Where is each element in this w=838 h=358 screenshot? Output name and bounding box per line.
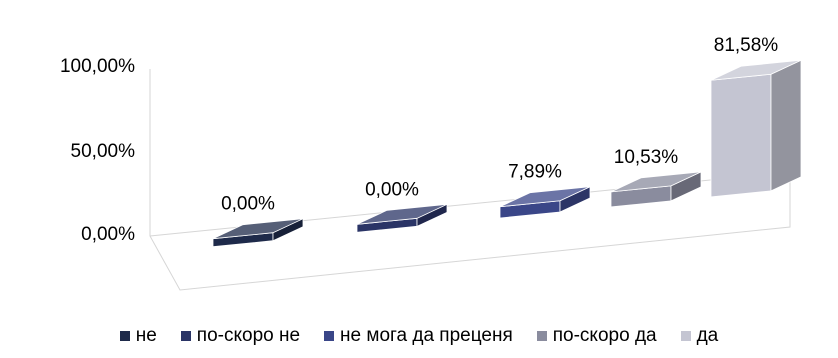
legend-label: да <box>696 325 719 346</box>
data-label: 81,58% <box>714 35 779 56</box>
legend-label: не мога да преценя <box>340 325 513 346</box>
y-tick-label: 100,00% <box>60 56 135 77</box>
data-labels: 0,00% 0,00% 7,89% 10,53% 81,58% <box>221 35 778 214</box>
legend-swatch <box>324 331 335 341</box>
legend-label: по-скоро да <box>552 325 657 346</box>
legend-label: не <box>135 325 157 346</box>
legend-item: не мога да преценя <box>324 325 513 347</box>
bar <box>710 59 802 198</box>
legend-swatch <box>536 331 547 341</box>
bar <box>610 171 702 208</box>
legend-label: по-скоро не <box>196 325 301 346</box>
data-label: 0,00% <box>365 179 419 200</box>
data-label: 0,00% <box>221 194 275 215</box>
legend-item: не <box>119 325 157 347</box>
legend-swatch <box>180 331 191 341</box>
data-label: 10,53% <box>614 147 679 168</box>
chart-area: 0,00% 50,00% 100,00% 0,00% 0,00% 7,89% 10,53%… <box>60 35 802 291</box>
legend-swatch <box>119 331 130 341</box>
data-label: 7,89% <box>508 162 562 183</box>
legend-item: по-скоро не <box>180 325 301 347</box>
legend: не по-скоро не не мога да преценя по-скоро … <box>0 321 838 351</box>
bar <box>499 186 591 219</box>
bars <box>212 59 802 248</box>
legend-swatch <box>680 331 691 341</box>
legend-item: да <box>680 325 719 347</box>
y-tick-labels: 0,00% 50,00% 100,00% <box>60 56 135 245</box>
y-tick-label: 0,00% <box>81 224 135 245</box>
legend-item: по-скоро да <box>536 325 657 347</box>
bar <box>356 203 448 233</box>
y-tick-label: 50,00% <box>71 141 136 162</box>
bar <box>212 218 304 248</box>
